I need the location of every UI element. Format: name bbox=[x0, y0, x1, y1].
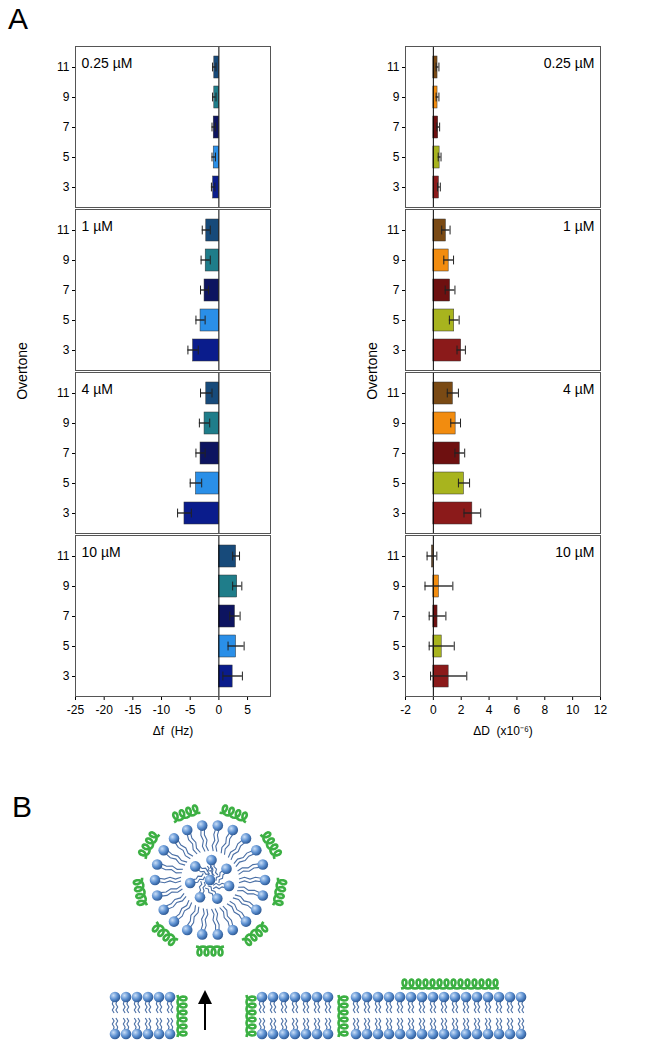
svg-text:9: 9 bbox=[393, 253, 400, 267]
svg-text:5: 5 bbox=[63, 313, 70, 327]
svg-text:3: 3 bbox=[393, 669, 400, 683]
svg-text:-5: -5 bbox=[185, 703, 196, 717]
svg-text:7: 7 bbox=[63, 283, 70, 297]
svg-text:7: 7 bbox=[393, 120, 400, 134]
svg-text:0.25 µM: 0.25 µM bbox=[82, 55, 133, 71]
svg-text:8: 8 bbox=[541, 703, 548, 717]
svg-text:7: 7 bbox=[393, 446, 400, 460]
svg-text:5: 5 bbox=[63, 150, 70, 164]
svg-text:11: 11 bbox=[387, 223, 400, 237]
svg-text:Δf (Hz): Δf (Hz) bbox=[153, 724, 194, 738]
svg-text:4: 4 bbox=[486, 703, 493, 717]
svg-text:7: 7 bbox=[393, 609, 400, 623]
svg-text:3: 3 bbox=[393, 506, 400, 520]
svg-text:4 µM: 4 µM bbox=[563, 381, 594, 397]
svg-text:9: 9 bbox=[63, 579, 70, 593]
svg-text:-2: -2 bbox=[400, 703, 411, 717]
svg-text:6: 6 bbox=[514, 703, 521, 717]
svg-text:10 µM: 10 µM bbox=[82, 544, 121, 560]
svg-text:-15: -15 bbox=[124, 703, 142, 717]
svg-text:3: 3 bbox=[63, 506, 70, 520]
svg-text:7: 7 bbox=[63, 609, 70, 623]
svg-text:10: 10 bbox=[566, 703, 580, 717]
svg-text:7: 7 bbox=[63, 120, 70, 134]
svg-text:12: 12 bbox=[594, 703, 608, 717]
svg-text:9: 9 bbox=[393, 90, 400, 104]
svg-text:3: 3 bbox=[393, 343, 400, 357]
svg-text:5: 5 bbox=[244, 703, 251, 717]
svg-text:10 µM: 10 µM bbox=[555, 544, 594, 560]
svg-text:9: 9 bbox=[393, 416, 400, 430]
svg-text:11: 11 bbox=[57, 386, 70, 400]
svg-text:5: 5 bbox=[393, 150, 400, 164]
svg-text:9: 9 bbox=[393, 579, 400, 593]
svg-text:5: 5 bbox=[393, 313, 400, 327]
svg-text:0: 0 bbox=[216, 703, 223, 717]
svg-text:1 µM: 1 µM bbox=[563, 218, 594, 234]
svg-text:-10: -10 bbox=[153, 703, 171, 717]
svg-text:-25: -25 bbox=[67, 703, 85, 717]
html-text:A: A bbox=[8, 2, 28, 35]
svg-text:1 µM: 1 µM bbox=[82, 218, 113, 234]
svg-text:11: 11 bbox=[387, 549, 400, 563]
svg-text:9: 9 bbox=[63, 416, 70, 430]
svg-text:7: 7 bbox=[393, 283, 400, 297]
svg-text:11: 11 bbox=[387, 60, 400, 74]
svg-text:0: 0 bbox=[430, 703, 437, 717]
html-text:Overtone: Overtone bbox=[14, 342, 30, 400]
svg-text:9: 9 bbox=[63, 90, 70, 104]
svg-text:5: 5 bbox=[393, 639, 400, 653]
svg-text:0.25 µM: 0.25 µM bbox=[544, 55, 595, 71]
svg-text:11: 11 bbox=[57, 60, 70, 74]
svg-text:5: 5 bbox=[393, 476, 400, 490]
svg-text:11: 11 bbox=[387, 386, 400, 400]
svg-text:5: 5 bbox=[63, 639, 70, 653]
svg-text:2: 2 bbox=[458, 703, 465, 717]
svg-text:3: 3 bbox=[393, 180, 400, 194]
svg-text:ΔD (x10⁻⁶): ΔD (x10⁻⁶) bbox=[473, 724, 533, 738]
html-text:B: B bbox=[12, 790, 32, 823]
svg-text:-20: -20 bbox=[96, 703, 114, 717]
svg-text:11: 11 bbox=[57, 223, 70, 237]
svg-text:3: 3 bbox=[63, 180, 70, 194]
svg-text:5: 5 bbox=[63, 476, 70, 490]
svg-text:7: 7 bbox=[63, 446, 70, 460]
svg-text:11: 11 bbox=[57, 549, 70, 563]
svg-text:9: 9 bbox=[63, 253, 70, 267]
svg-text:3: 3 bbox=[63, 343, 70, 357]
svg-text:4 µM: 4 µM bbox=[82, 381, 113, 397]
html-text:Overtone: Overtone bbox=[364, 342, 380, 400]
svg-text:3: 3 bbox=[63, 669, 70, 683]
